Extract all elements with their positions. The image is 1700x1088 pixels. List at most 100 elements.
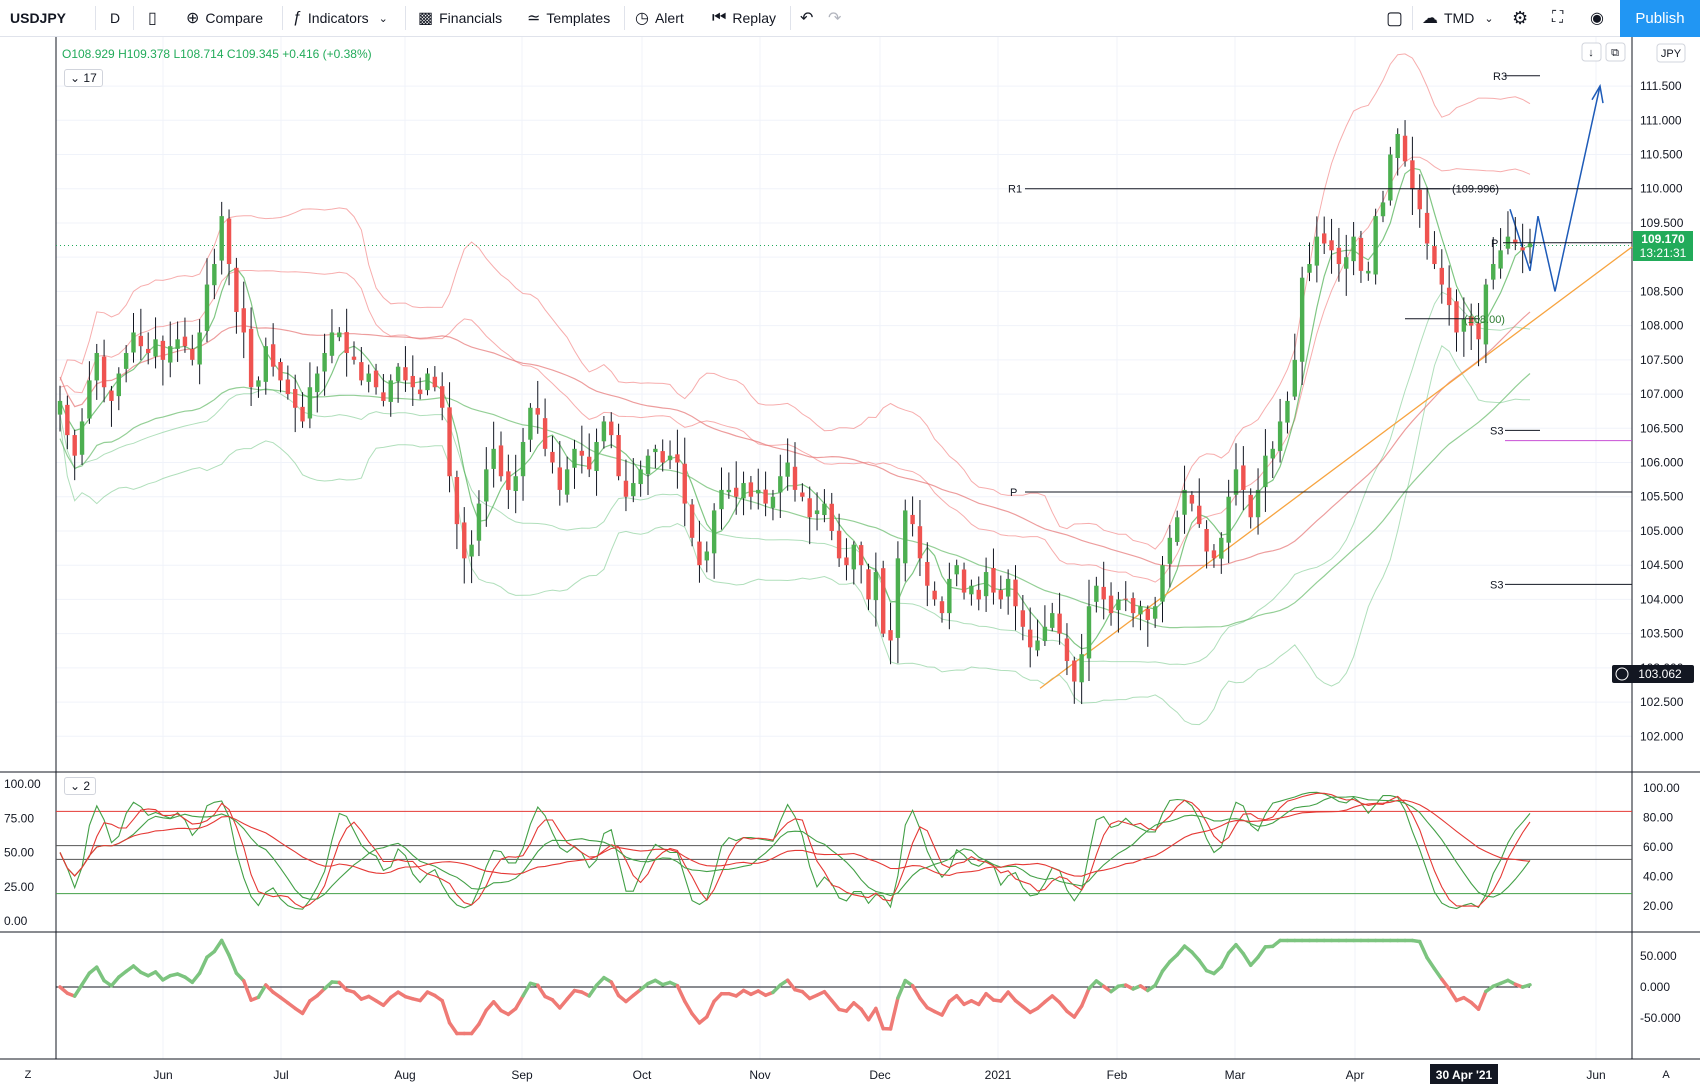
candle-body [1299, 277, 1305, 362]
undo-button[interactable]: ↶ [800, 0, 819, 36]
time-axis[interactable]: Jun Jul Aug Sep Oct Nov Dec 2021 Feb Mar Apr 30 Apr… [153, 1064, 1606, 1084]
candle-body [190, 349, 195, 360]
price-tick: 102.500 [1640, 695, 1684, 709]
symbol-search[interactable]: USDJPY [10, 0, 66, 36]
scroll-down-button[interactable] [1581, 42, 1602, 62]
candle-body [1402, 135, 1408, 162]
indicators-toggle[interactable]: ⌄ 17 [64, 69, 103, 87]
candle-body [697, 541, 702, 566]
compare-button[interactable]: ⊕ Compare [186, 0, 263, 36]
osc-segment [80, 971, 92, 987]
osc-segment [521, 981, 533, 998]
annotation-text: (108.00) [1464, 314, 1505, 326]
osc-segment [954, 994, 966, 1007]
candle-body [1020, 610, 1026, 627]
maximize-pane-button[interactable] [1605, 42, 1626, 62]
osc-segment [491, 1000, 503, 1013]
date-badge [1430, 1064, 1498, 1084]
candle-body [1513, 239, 1518, 244]
stoch-k-slow [59, 795, 1531, 900]
osc-segment [1432, 966, 1444, 981]
candle-body [763, 489, 768, 504]
templates-icon: ≃ [527, 10, 541, 27]
indicators-button[interactable]: ƒ Indicators ⌄ [293, 0, 388, 36]
candle-body [484, 469, 489, 502]
alert-button[interactable]: ◷ Alert [635, 0, 684, 36]
candle-body [1072, 660, 1077, 682]
layout-toggle-button[interactable]: ▢ [1386, 0, 1409, 36]
candle-body [344, 332, 349, 354]
redo-button[interactable]: ↷ [828, 0, 847, 36]
osc-segment [1160, 959, 1172, 973]
fullscreen-button[interactable]: ⛶ [1552, 0, 1569, 36]
osc-segment [190, 971, 202, 985]
candle-body [1498, 250, 1503, 269]
candle-body [778, 476, 783, 493]
undo-icon: ↶ [800, 10, 814, 27]
replay-button[interactable]: ⏮ Replay [712, 0, 776, 36]
price-tick: 102.000 [1640, 729, 1684, 743]
osc-segment [1234, 942, 1246, 956]
osc-segment [844, 1001, 856, 1013]
candle-body [1285, 400, 1290, 423]
candle-body [983, 572, 989, 597]
candle-body [425, 373, 430, 391]
osc-segment [1057, 1000, 1069, 1013]
candle-body [587, 456, 592, 470]
stoch-count: 2 [83, 779, 91, 793]
symbol-label: USDJPY [10, 10, 67, 26]
financials-button[interactable]: ▩ Financials [418, 0, 502, 36]
candle-body [204, 284, 210, 331]
zoom-icon[interactable]: Z [25, 1069, 32, 1081]
candle-body [1248, 494, 1253, 518]
candle-body [1366, 270, 1371, 274]
add-alert-icon[interactable] [1615, 667, 1629, 681]
price-axis[interactable]: 111.500111.000110.500110.000109.500109.0… [1640, 79, 1684, 743]
layout-name-button[interactable]: ☁ TMD ⌄ [1422, 0, 1494, 36]
candle-body [131, 332, 136, 353]
candle-body [807, 498, 812, 518]
candle-body [1446, 287, 1452, 306]
interval-button[interactable]: D [110, 10, 121, 26]
candle-body [410, 375, 415, 388]
candle-body [711, 510, 717, 554]
candle-body [1138, 606, 1143, 615]
chart-style-button[interactable]: ▯ [148, 0, 163, 36]
candle-body [1307, 264, 1312, 273]
candle-body [1175, 517, 1180, 542]
redo-icon: ↷ [828, 10, 842, 27]
candle-body [1035, 640, 1040, 651]
osc-segment [1226, 942, 1238, 955]
candle-body [616, 435, 621, 477]
osc-segment [830, 998, 841, 1012]
candle-body [579, 450, 585, 456]
publish-button[interactable]: Publish [1620, 0, 1700, 37]
candle-body [307, 387, 313, 419]
candle-body [1182, 489, 1187, 515]
candle-body [395, 366, 401, 382]
stoch-d-slow [59, 799, 1531, 877]
candle-body [351, 356, 357, 360]
candle-body [1086, 606, 1092, 659]
candle-body [476, 503, 482, 541]
candle-body [719, 489, 724, 510]
snapshot-button[interactable]: ◉ [1590, 0, 1610, 36]
candle-body [1270, 448, 1275, 459]
settings-button[interactable]: ⚙ [1512, 0, 1534, 36]
templates-button[interactable]: ≃ Templates [527, 0, 610, 36]
divider [405, 6, 406, 30]
camera-icon: ◉ [1590, 10, 1604, 27]
currency-box[interactable] [1656, 43, 1686, 63]
pivot-label: R1 [1008, 184, 1022, 196]
osc-segment [469, 1022, 481, 1036]
alarm-clock-icon: ◷ [635, 10, 649, 27]
osc-segment [197, 955, 209, 975]
chart-area[interactable]: R3 R1 P S3 P S3 (109.996) (108.00) 111.500 111.0… [0, 37, 1700, 1088]
stoch-toggle[interactable]: ⌄ 2 [64, 777, 97, 795]
replay-label: Replay [732, 10, 776, 26]
candle-body [1057, 613, 1062, 634]
change-value: +0.416 (+0.38%) [282, 47, 372, 61]
candle-body [991, 568, 996, 593]
auto-scale-icon[interactable]: A [1662, 1069, 1670, 1081]
projection-arrowhead [1591, 83, 1604, 104]
